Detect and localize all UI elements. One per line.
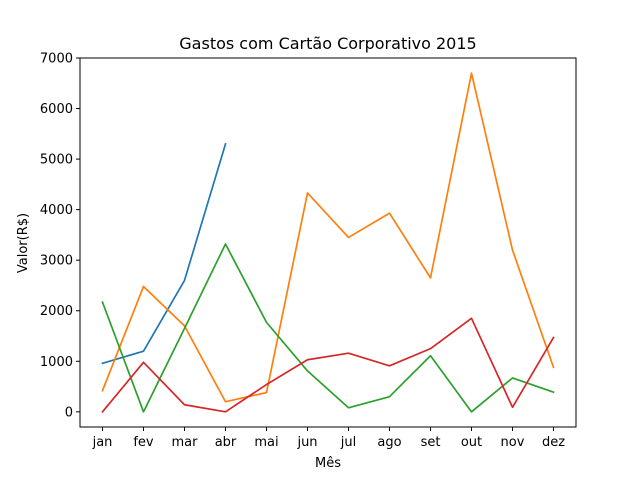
y-tick-label: 4000 — [40, 203, 73, 218]
x-tick-label: out — [461, 435, 482, 450]
y-tick-label: 6000 — [40, 102, 73, 117]
series-layer — [101, 72, 555, 414]
y-tick-label: 5000 — [40, 153, 73, 168]
y-tick-label: 7000 — [40, 52, 73, 67]
series-line-2 — [101, 72, 555, 403]
x-tick-label: set — [421, 435, 441, 450]
x-tick-label: mar — [172, 435, 199, 450]
y-tick-label: 1000 — [40, 355, 73, 370]
x-tick-label: dez — [542, 435, 565, 450]
y-tick-label: 0 — [65, 405, 73, 420]
x-tick-label: jan — [92, 435, 113, 450]
x-axis-label: Mês — [315, 456, 341, 471]
x-tick-label: fev — [133, 435, 154, 450]
plot-frame — [79, 57, 577, 428]
y-tick-label: 2000 — [40, 304, 73, 319]
x-tick-label: jul — [340, 435, 356, 450]
series-line-3 — [101, 243, 555, 413]
x-tick-label: jun — [296, 435, 317, 450]
series-line-1 — [101, 142, 227, 365]
x-tick-label: mai — [254, 435, 278, 450]
plot-area — [79, 57, 577, 428]
series-line-4 — [101, 317, 555, 414]
x-tick-label: abr — [215, 435, 237, 450]
x-tick-label: ago — [377, 435, 401, 450]
y-axis-label: Valor(R$) — [16, 213, 31, 273]
x-tick-label: nov — [501, 435, 525, 450]
y-tick-label: 3000 — [40, 254, 73, 269]
x-axis: jan fev mar abr mai jun jul ago set out nov dez — [92, 427, 565, 450]
chart-title: Gastos com Cartão Corporativo 2015 — [179, 34, 476, 53]
y-axis: 0 1000 2000 3000 4000 5000 6000 7000 — [40, 52, 80, 420]
